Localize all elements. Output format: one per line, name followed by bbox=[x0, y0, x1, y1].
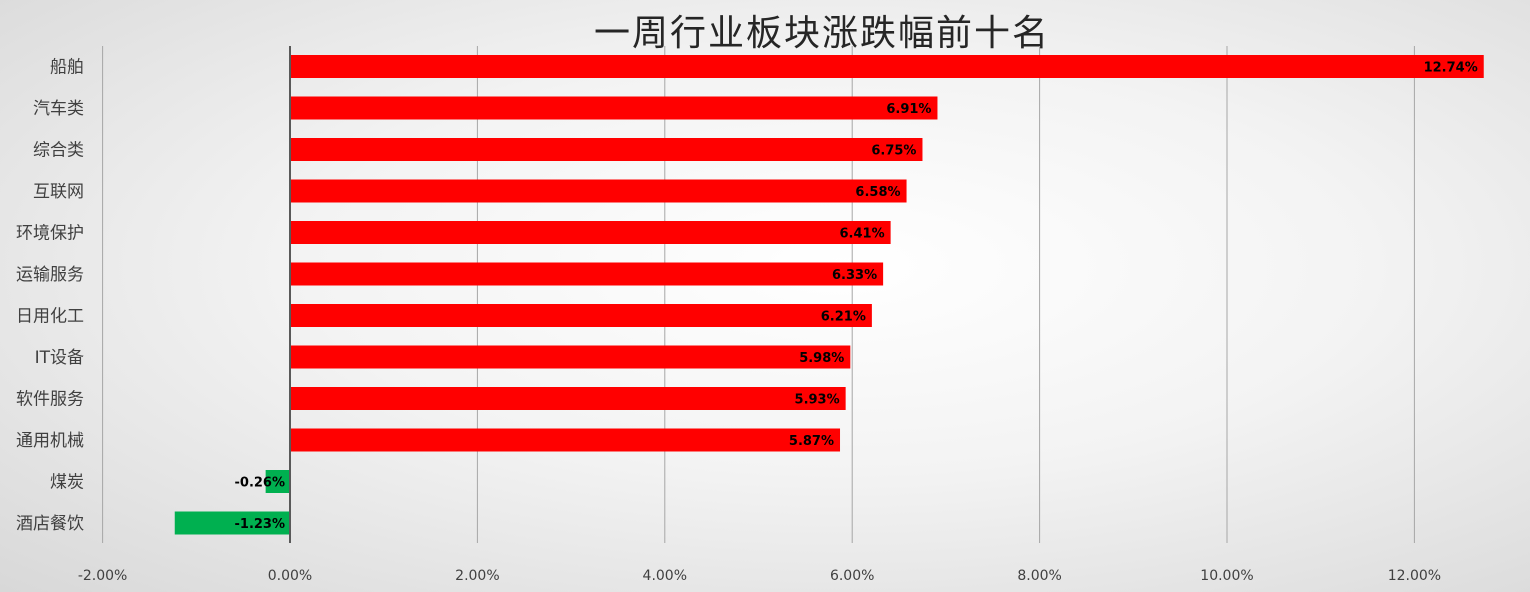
bar bbox=[290, 262, 884, 286]
category-label: 互联网 bbox=[33, 182, 84, 202]
category-label: 酒店餐饮 bbox=[16, 514, 84, 534]
data-label: 6.21% bbox=[821, 310, 866, 325]
bar bbox=[290, 221, 891, 244]
category-label: 煤炭 bbox=[50, 473, 84, 493]
x-tick-label: 2.00% bbox=[455, 568, 499, 584]
data-label: 5.87% bbox=[789, 434, 834, 449]
bar bbox=[174, 511, 290, 535]
bar bbox=[290, 96, 938, 120]
data-label: 6.58% bbox=[855, 185, 900, 200]
x-tick-label: 12.00% bbox=[1388, 568, 1441, 584]
category-label: 环境保护 bbox=[16, 224, 84, 244]
bar bbox=[290, 179, 907, 203]
data-label: 5.98% bbox=[799, 351, 844, 366]
category-label: 船舶 bbox=[50, 58, 84, 78]
bar bbox=[290, 387, 846, 410]
chart-title: 一周行业板块涨跌幅前十名 bbox=[593, 13, 1050, 54]
data-label: 6.75% bbox=[871, 144, 916, 159]
data-label: 12.74% bbox=[1424, 61, 1478, 76]
category-label: IT设备 bbox=[35, 348, 84, 368]
x-tick-label: 4.00% bbox=[643, 568, 687, 584]
category-label: 运输服务 bbox=[16, 265, 84, 285]
data-label: 6.41% bbox=[840, 227, 885, 242]
bar bbox=[290, 428, 841, 452]
bar bbox=[290, 138, 923, 161]
bar bbox=[290, 55, 1484, 78]
bar bbox=[290, 345, 851, 369]
data-label: -0.26% bbox=[235, 476, 286, 491]
data-label: 5.93% bbox=[795, 393, 840, 408]
bar bbox=[265, 470, 290, 493]
x-tick-label: 8.00% bbox=[1017, 568, 1061, 584]
category-label: 综合类 bbox=[33, 141, 84, 161]
category-label: 软件服务 bbox=[16, 390, 84, 410]
x-tick-label: 6.00% bbox=[830, 568, 874, 584]
bar bbox=[290, 304, 872, 327]
category-label: 日用化工 bbox=[16, 307, 84, 327]
category-label: 通用机械 bbox=[16, 431, 84, 451]
x-tick-label: 10.00% bbox=[1200, 568, 1253, 584]
x-tick-label: 0.00% bbox=[268, 568, 312, 584]
data-label: 6.91% bbox=[886, 102, 931, 117]
data-label: -1.23% bbox=[235, 517, 286, 532]
data-label: 6.33% bbox=[832, 268, 877, 283]
x-tick-label: -2.00% bbox=[78, 568, 128, 584]
category-label: 汽车类 bbox=[33, 99, 84, 119]
